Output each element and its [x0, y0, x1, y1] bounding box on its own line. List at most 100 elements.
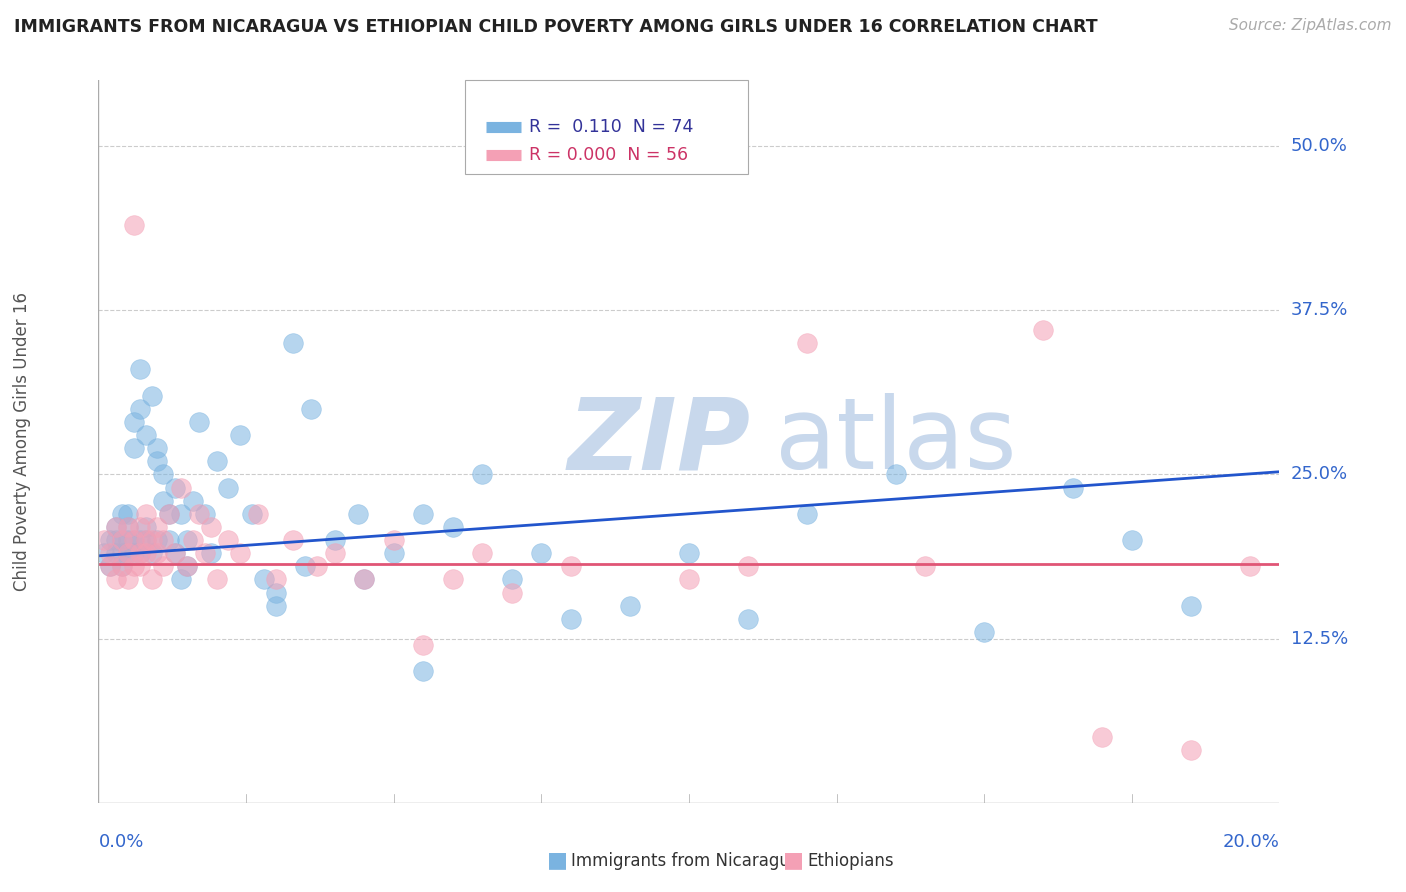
- Point: [246, 507, 269, 521]
- Point: [181, 493, 204, 508]
- Point: [111, 533, 134, 547]
- Point: [187, 415, 209, 429]
- Point: [105, 520, 128, 534]
- Point: [157, 507, 180, 521]
- Point: [200, 546, 222, 560]
- Text: 0.0%: 0.0%: [98, 833, 143, 851]
- Point: [200, 520, 222, 534]
- Point: [501, 585, 523, 599]
- Point: [1239, 559, 1261, 574]
- Point: [128, 401, 150, 416]
- Point: [152, 559, 174, 574]
- Point: [105, 533, 128, 547]
- Point: [111, 507, 134, 521]
- Point: [181, 533, 204, 547]
- Point: [353, 573, 375, 587]
- Point: [111, 559, 134, 574]
- Point: [146, 454, 169, 468]
- Point: [194, 546, 217, 560]
- Point: [152, 533, 174, 547]
- Point: [471, 467, 494, 482]
- Text: R =  0.110  N = 74: R = 0.110 N = 74: [530, 119, 695, 136]
- Point: [93, 546, 115, 560]
- Point: [294, 559, 316, 574]
- Point: [1180, 743, 1202, 757]
- Point: [1121, 533, 1143, 547]
- Point: [170, 507, 193, 521]
- Point: [170, 481, 193, 495]
- Point: [98, 559, 121, 574]
- Point: [264, 585, 287, 599]
- Point: [128, 520, 150, 534]
- Point: [412, 665, 434, 679]
- Point: [128, 559, 150, 574]
- Point: [283, 336, 305, 351]
- Point: [165, 546, 187, 560]
- Text: 12.5%: 12.5%: [1291, 630, 1348, 648]
- Point: [141, 533, 163, 547]
- Point: [737, 612, 759, 626]
- Point: [141, 573, 163, 587]
- Point: [98, 546, 121, 560]
- Point: [914, 559, 936, 574]
- Point: [111, 533, 134, 547]
- Point: [122, 533, 145, 547]
- Point: [205, 454, 228, 468]
- Point: [240, 507, 263, 521]
- Text: R = 0.000  N = 56: R = 0.000 N = 56: [530, 145, 689, 164]
- Point: [117, 546, 139, 560]
- Point: [141, 546, 163, 560]
- Point: [501, 573, 523, 587]
- Text: ■: ■: [547, 851, 568, 871]
- Point: [146, 546, 169, 560]
- Point: [187, 507, 209, 521]
- Point: [229, 428, 252, 442]
- Text: 20.0%: 20.0%: [1223, 833, 1279, 851]
- Point: [117, 507, 139, 521]
- Point: [194, 507, 217, 521]
- Point: [678, 573, 700, 587]
- Point: [283, 533, 305, 547]
- Point: [176, 533, 198, 547]
- Point: [884, 467, 907, 482]
- Point: [128, 362, 150, 376]
- Point: [176, 559, 198, 574]
- Point: [122, 546, 145, 560]
- Point: [530, 546, 553, 560]
- Point: [737, 559, 759, 574]
- Point: [323, 533, 346, 547]
- Point: [229, 546, 252, 560]
- Point: [135, 507, 157, 521]
- Point: [117, 573, 139, 587]
- Point: [264, 573, 287, 587]
- Point: [98, 559, 121, 574]
- Text: Child Poverty Among Girls Under 16: Child Poverty Among Girls Under 16: [13, 292, 31, 591]
- Text: Immigrants from Nicaragua: Immigrants from Nicaragua: [571, 852, 800, 870]
- Point: [117, 533, 139, 547]
- Point: [1091, 730, 1114, 744]
- Point: [105, 520, 128, 534]
- Point: [117, 520, 139, 534]
- Point: [1032, 323, 1054, 337]
- Point: [122, 218, 145, 232]
- Point: [796, 336, 818, 351]
- Point: [128, 546, 150, 560]
- Point: [111, 546, 134, 560]
- Point: [412, 638, 434, 652]
- Point: [135, 428, 157, 442]
- Point: [105, 573, 128, 587]
- Text: ZIP: ZIP: [568, 393, 751, 490]
- Point: [176, 559, 198, 574]
- Text: atlas: atlas: [775, 393, 1017, 490]
- Point: [152, 467, 174, 482]
- Point: [796, 507, 818, 521]
- Point: [973, 625, 995, 640]
- Point: [135, 533, 157, 547]
- Point: [678, 546, 700, 560]
- Point: [1180, 599, 1202, 613]
- Point: [382, 546, 405, 560]
- Point: [560, 559, 582, 574]
- Point: [347, 507, 370, 521]
- Text: IMMIGRANTS FROM NICARAGUA VS ETHIOPIAN CHILD POVERTY AMONG GIRLS UNDER 16 CORREL: IMMIGRANTS FROM NICARAGUA VS ETHIOPIAN C…: [14, 18, 1098, 36]
- Point: [157, 533, 180, 547]
